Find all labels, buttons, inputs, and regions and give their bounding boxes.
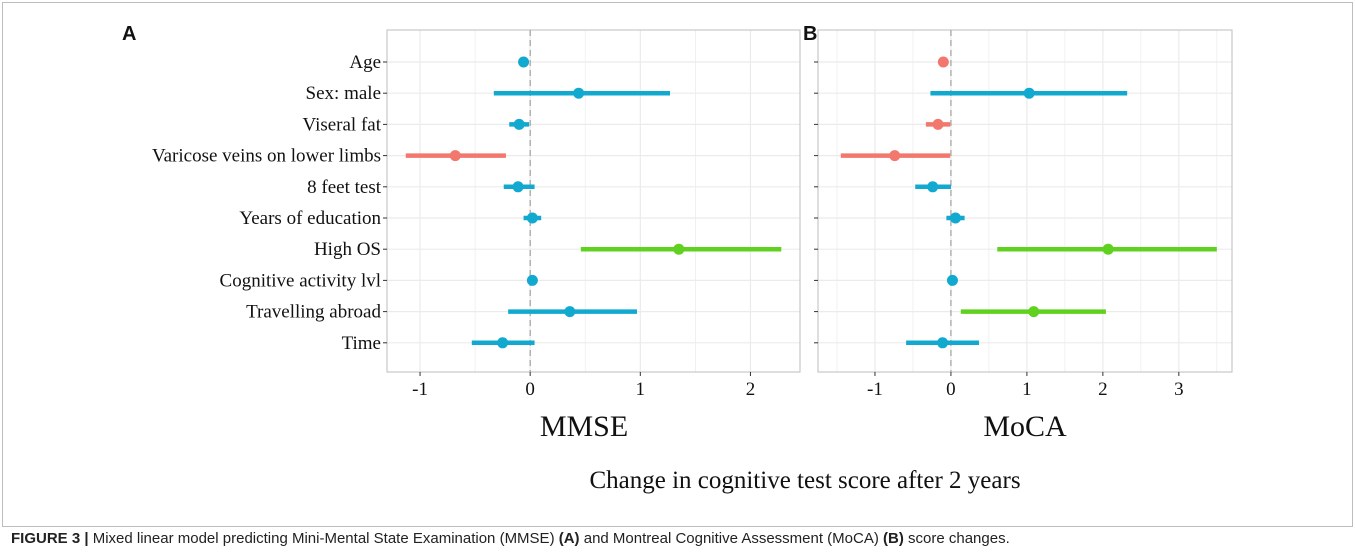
- caption-figure-label: FIGURE 3 |: [11, 530, 89, 547]
- estimate-point: [513, 118, 525, 130]
- estimate-point: [526, 212, 538, 224]
- y-category-label: Sex: male: [306, 83, 381, 104]
- y-category-label: Cognitive activity lvl: [220, 270, 381, 291]
- panel-border: [817, 29, 1233, 373]
- overall-x-axis-title: Change in cognitive test score after 2 y…: [589, 467, 1020, 494]
- estimate-point: [1028, 306, 1040, 318]
- caption-text-1: Mixed linear model predicting Mini-Menta…: [88, 530, 559, 547]
- estimate-point: [1023, 87, 1035, 99]
- y-category-label: High OS: [314, 239, 381, 260]
- estimate-point: [518, 56, 530, 68]
- estimate-point: [573, 87, 585, 99]
- x-tick-label: 0: [946, 379, 956, 400]
- y-category-label: Viseral fat: [302, 114, 381, 135]
- x-axis-title-mmse: MMSE: [540, 410, 628, 443]
- y-category-label: Time: [342, 333, 381, 354]
- x-axis-title-moca: MoCA: [983, 410, 1067, 443]
- estimate-point: [932, 118, 944, 130]
- y-category-label: Age: [349, 52, 381, 73]
- y-category-label: Years of education: [239, 208, 381, 229]
- estimate-point: [946, 274, 958, 286]
- estimate-point: [927, 181, 939, 193]
- y-category-label: 8 feet test: [307, 177, 382, 198]
- x-tick-label: 1: [636, 379, 646, 400]
- x-tick-label: -1: [412, 379, 428, 400]
- y-category-label: Travelling abroad: [246, 302, 381, 323]
- figure-frame: [2, 2, 1353, 527]
- panel-a-mmse: -1 0 1 2: [383, 29, 801, 400]
- x-tick-label: 1: [1022, 379, 1032, 400]
- estimate-point: [673, 243, 685, 255]
- x-tick-label: 3: [1174, 379, 1184, 400]
- estimate-point: [889, 150, 901, 162]
- x-tick-label: -1: [867, 379, 883, 400]
- caption-text-3: score changes.: [903, 530, 1010, 547]
- estimate-point: [1102, 243, 1114, 255]
- estimate-point: [937, 337, 949, 349]
- caption-label-a: (A): [558, 530, 580, 547]
- panel-border: [386, 29, 801, 373]
- estimate-point: [497, 337, 509, 349]
- panel-label-a: A: [122, 23, 136, 45]
- estimate-point: [512, 181, 524, 193]
- figure-caption: FIGURE 3 | Mixed linear model predicting…: [11, 530, 1010, 547]
- estimate-point: [937, 56, 949, 68]
- estimate-point: [449, 150, 461, 162]
- caption-text-2: and Montreal Cognitive Assessment (MoCA): [579, 530, 884, 547]
- x-tick-label: 2: [746, 379, 756, 400]
- forest-plot-figure: -1 0 1 2 -1 0 1 2 3 Age Sex: male Viseral fat Vari…: [122, 23, 1233, 494]
- category-labels: Age Sex: male Viseral fat Varicose veins on…: [152, 52, 382, 354]
- estimate-point: [564, 306, 576, 318]
- estimate-point: [949, 212, 961, 224]
- panel-label-b: B: [803, 23, 817, 45]
- x-tick-label: 0: [525, 379, 535, 400]
- estimate-point: [526, 274, 538, 286]
- panel-b-moca: -1 0 1 2 3: [814, 29, 1233, 400]
- caption-label-b: (B): [883, 530, 904, 547]
- y-category-label: Varicose veins on lower limbs: [152, 146, 381, 167]
- x-tick-label: 2: [1098, 379, 1108, 400]
